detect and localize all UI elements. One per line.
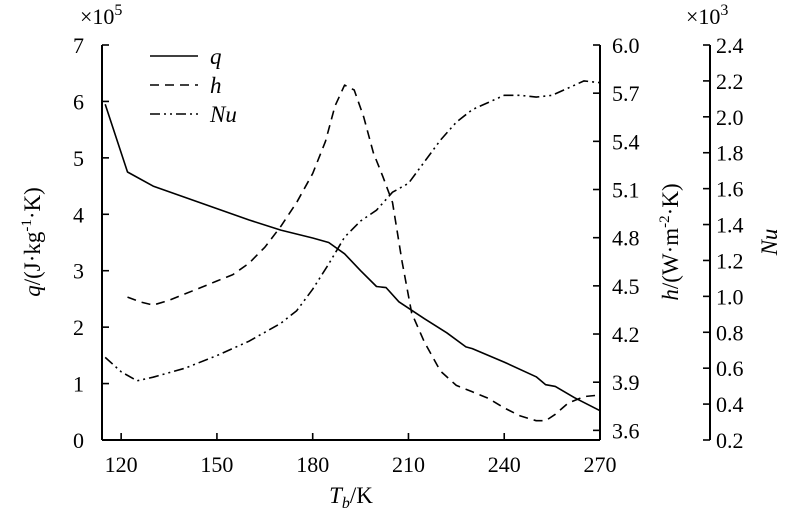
nu-multiplier: ×103 <box>686 2 728 29</box>
q-tick-label: 2 <box>73 315 84 340</box>
series-layer <box>104 80 601 422</box>
h-tick-label: 5.1 <box>612 178 640 203</box>
x-tick-label: 120 <box>105 452 138 477</box>
h-tick-label: 4.8 <box>612 226 640 251</box>
h-tick-label: 4.5 <box>612 274 640 299</box>
h-tick-label: 5.4 <box>612 129 640 154</box>
q-tick-label: 4 <box>73 202 84 227</box>
legend: qh Nu <box>150 44 237 127</box>
x-tick-label: 210 <box>392 452 425 477</box>
q-tick-label: 0 <box>73 428 84 453</box>
x-tick-label: 270 <box>584 452 617 477</box>
nu-tick-label: 2.2 <box>716 69 744 94</box>
h-tick-label: 6.0 <box>612 33 640 58</box>
axes <box>101 45 711 441</box>
q-multiplier: ×105 <box>80 2 122 29</box>
legend-label-h: h <box>210 73 222 98</box>
legend-label-nu: Nu <box>209 102 237 127</box>
nu-tick-label: 2.4 <box>716 33 744 58</box>
legend-label-q: q <box>210 44 222 69</box>
nu-tick-label: 1.4 <box>716 213 744 238</box>
series-h <box>127 84 601 422</box>
q-tick-label: 3 <box>73 259 84 284</box>
nu-tick-label: 1.6 <box>716 177 744 202</box>
nu-tick-label: 1.8 <box>716 141 744 166</box>
series-q <box>104 104 601 412</box>
q-tick-label: 7 <box>73 33 84 58</box>
x-axis-label: Tb/K <box>329 483 373 509</box>
h-tick-label: 3.6 <box>612 418 640 443</box>
q-axis-label: q/(J·kg-1·K) <box>19 187 45 297</box>
x-tick-label: 180 <box>296 452 329 477</box>
nu-tick-label: 2.0 <box>716 105 744 130</box>
h-tick-label: 3.9 <box>612 370 640 395</box>
nu-tick-label: 0.6 <box>716 356 744 381</box>
x-tick-label: 240 <box>488 452 521 477</box>
x-tick-label: 150 <box>200 452 233 477</box>
nu-tick-label: 1.0 <box>716 284 744 309</box>
nu-tick-label: 0.4 <box>716 392 744 417</box>
nu-axis-label: Nu <box>757 229 782 257</box>
h-tick-label: 5.7 <box>612 81 640 106</box>
nu-tick-label: 0.8 <box>716 320 744 345</box>
q-tick-label: 6 <box>73 89 84 114</box>
axis-labels: ×105 ×103 Tb/K q/(J·kg-1·K) h/(W·m-2·K) Nu <box>19 2 782 509</box>
h-tick-label: 4.2 <box>612 322 640 347</box>
q-tick-label: 1 <box>73 372 84 397</box>
series-nu <box>104 80 601 382</box>
ticks: 120 150 180 210 240 270 0 1 2 3 4 5 6 7 3.6 3.9 4.2 4.5 4.… <box>73 33 744 477</box>
q-tick-label: 5 <box>73 146 84 171</box>
h-axis-label: h/(W·m-2·K) <box>657 183 683 300</box>
nu-tick-label: 0.2 <box>716 428 744 453</box>
nu-tick-label: 1.2 <box>716 248 744 273</box>
